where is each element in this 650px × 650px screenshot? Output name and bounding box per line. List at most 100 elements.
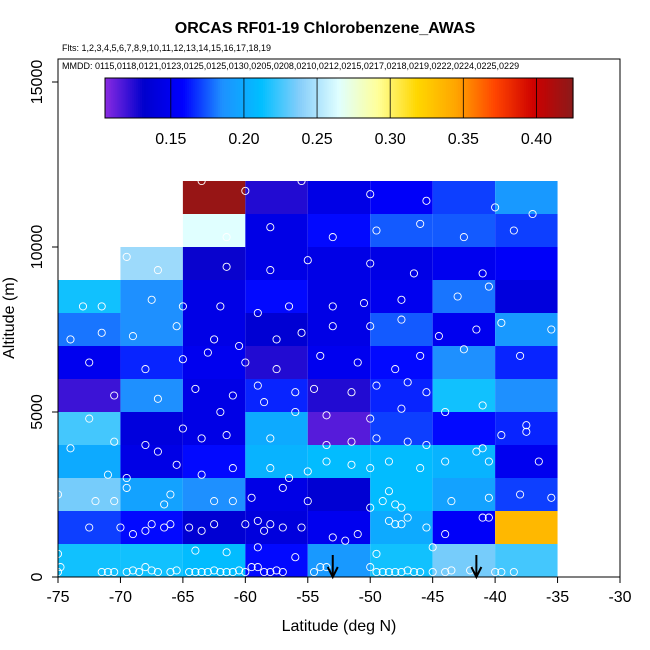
sample-point xyxy=(56,563,65,572)
colorbar-swatch xyxy=(296,78,299,118)
heatmap-cells xyxy=(58,181,558,577)
colorbar-swatch xyxy=(465,78,469,118)
sample-point xyxy=(266,464,275,473)
colorbar-swatch xyxy=(340,78,344,118)
sample-point xyxy=(472,325,481,334)
heatmap-cell xyxy=(432,313,496,346)
colorbar-swatch xyxy=(559,78,562,118)
sample-point xyxy=(397,295,406,304)
colorbar-swatch xyxy=(159,78,163,118)
colorbar-swatch xyxy=(522,78,525,118)
sample-point xyxy=(347,460,356,469)
colorbar-swatch xyxy=(181,78,184,118)
sample-point xyxy=(416,351,425,360)
sample-point xyxy=(210,335,219,344)
colorbar-swatch xyxy=(192,78,196,118)
colorbar-swatch xyxy=(565,78,568,118)
colorbar-swatch xyxy=(276,78,280,118)
sample-point xyxy=(497,568,506,577)
colorbar-tick-label: 0.25 xyxy=(301,131,332,148)
colorbar-swatch xyxy=(487,78,490,118)
sample-point xyxy=(403,437,412,446)
heatmap-cell xyxy=(58,313,121,346)
sample-point xyxy=(347,437,356,446)
heatmap-cell xyxy=(182,412,246,445)
sample-point xyxy=(253,516,262,525)
sample-point xyxy=(147,295,156,304)
colorbar-swatch xyxy=(147,78,151,118)
colorbar-swatch xyxy=(173,78,176,118)
heatmap-cell xyxy=(245,247,308,280)
colorbar-swatch xyxy=(432,78,436,118)
sample-point xyxy=(216,568,225,577)
sample-point xyxy=(353,358,362,367)
colorbar-swatch xyxy=(524,78,527,118)
sample-point xyxy=(153,568,162,577)
colorbar-swatch xyxy=(457,78,461,118)
sample-point xyxy=(222,548,231,557)
sample-point xyxy=(341,536,350,545)
heatmap-cell xyxy=(495,445,558,478)
colorbar-swatch xyxy=(426,78,430,118)
colorbar-swatch xyxy=(257,78,260,118)
sample-point xyxy=(178,302,187,311)
colorbar-swatch xyxy=(434,78,438,118)
sample-point xyxy=(97,568,106,577)
sample-point xyxy=(228,464,237,473)
flights-label: Flts: 1,2,3,4,5,6,7,8,9,10,11,12,13,14,1… xyxy=(62,43,271,53)
sample-point xyxy=(260,526,269,535)
heatmap-cell xyxy=(58,346,121,379)
heatmap-cell xyxy=(307,214,371,247)
colorbar-swatch xyxy=(216,78,219,118)
sample-point xyxy=(322,457,331,466)
x-axis-label: Latitude (deg N) xyxy=(282,618,397,635)
sample-point xyxy=(253,543,262,552)
colorbar-swatch xyxy=(229,78,233,118)
colorbar-swatch xyxy=(305,78,309,118)
colorbar-swatch xyxy=(138,78,141,118)
colorbar-swatch xyxy=(120,78,124,118)
colorbar-swatch xyxy=(286,78,289,118)
sample-point xyxy=(141,365,150,374)
colorbar-swatch xyxy=(307,78,311,118)
sample-point xyxy=(197,176,206,186)
sample-point xyxy=(397,520,406,529)
colorbar-swatch xyxy=(539,78,543,118)
heatmap-cell xyxy=(182,181,246,214)
sample-point xyxy=(403,513,412,522)
sample-point xyxy=(260,398,269,407)
colorbar-swatch xyxy=(149,78,153,118)
colorbar-swatch xyxy=(354,78,358,118)
colorbar-swatch xyxy=(520,78,523,118)
colorbar-swatch xyxy=(510,78,514,118)
heatmap-cell xyxy=(495,181,558,214)
colorbar-swatch xyxy=(385,78,389,118)
heatmap-cell xyxy=(58,445,121,478)
colorbar-swatch xyxy=(212,78,215,118)
sample-point xyxy=(472,447,481,456)
colorbar-swatch xyxy=(145,78,149,118)
colorbar-swatch xyxy=(567,78,570,118)
sample-point xyxy=(247,493,256,502)
colorbar: 0.15 0.20 0.25 0.30 0.35 0.40 xyxy=(104,77,574,148)
sample-point xyxy=(322,563,331,572)
colorbar-swatch xyxy=(142,78,145,118)
colorbar-swatch xyxy=(196,78,200,118)
colorbar-swatch xyxy=(350,78,354,118)
colorbar-swatch xyxy=(255,78,258,118)
colorbar-swatch xyxy=(409,78,412,118)
heatmap-cell xyxy=(58,544,121,577)
colorbar-swatch xyxy=(190,78,194,118)
colorbar-swatch xyxy=(483,78,486,118)
sample-point xyxy=(110,497,119,506)
sample-point xyxy=(528,209,537,219)
sample-point xyxy=(478,401,487,410)
sample-point xyxy=(272,335,281,344)
colorbar-swatch xyxy=(290,78,293,118)
heatmap-cell xyxy=(370,379,433,412)
sample-point xyxy=(372,226,381,235)
x-tick-label: -70 xyxy=(109,589,132,606)
heatmap-cell xyxy=(120,346,183,379)
sample-point xyxy=(384,568,394,577)
